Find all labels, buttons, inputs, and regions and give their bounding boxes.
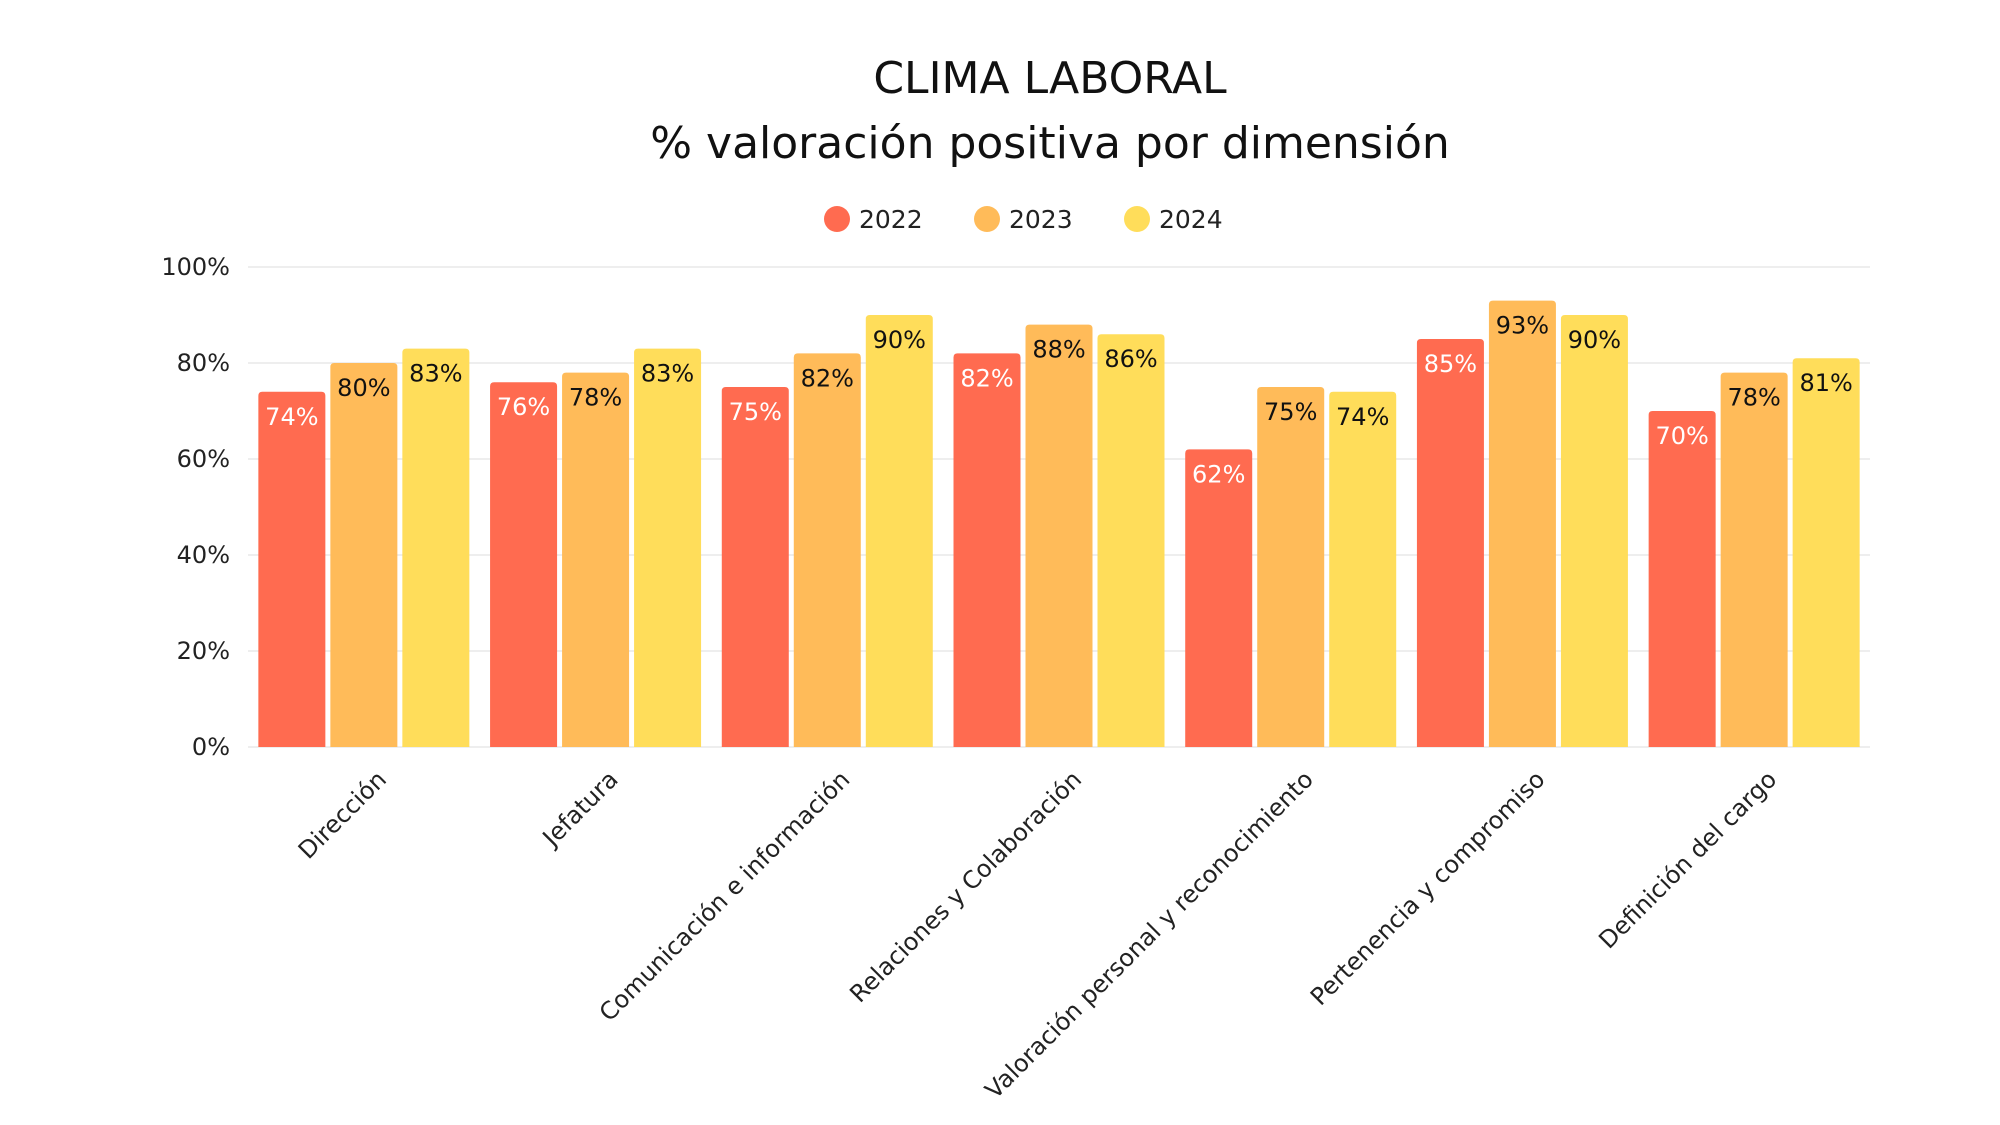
bar-2024-1 (634, 348, 702, 747)
bar-2024-6 (1792, 358, 1860, 747)
bar-2023-4 (1257, 387, 1325, 747)
data-label: 75% (1264, 398, 1317, 426)
bar-2023-6 (1720, 372, 1788, 747)
data-label: 86% (1104, 345, 1157, 373)
y-tick-label: 80% (177, 349, 230, 377)
y-tick-label: 100% (161, 253, 230, 281)
bars: 74% 80% 83% 76% 78% 83% 75% 82% 90% 82% 88% 86% 62% 7… (258, 300, 1860, 747)
bar-2022-2 (721, 387, 789, 747)
data-label: 74% (1336, 403, 1389, 431)
data-label: 62% (1192, 460, 1245, 488)
bar-2024-3 (1097, 334, 1165, 747)
bar-2023-1 (562, 372, 630, 747)
data-label: 93% (1496, 312, 1549, 340)
data-label: 83% (409, 360, 462, 388)
data-label: 70% (1655, 422, 1708, 450)
data-label: 82% (801, 364, 854, 392)
chart-title: CLIMA LABORAL (873, 53, 1227, 104)
y-tick-label: 40% (177, 541, 230, 569)
bar-2024-2 (865, 315, 933, 747)
legend-label: 2022 (859, 205, 923, 234)
bar-2023-2 (793, 353, 861, 747)
data-label: 81% (1799, 369, 1852, 397)
data-label: 83% (641, 360, 694, 388)
data-label: 78% (1727, 384, 1780, 412)
bar-2024-0 (402, 348, 470, 747)
x-category-label: Comunicación e información (594, 765, 856, 1027)
bar-2022-3 (953, 353, 1021, 747)
bar-2024-4 (1329, 391, 1397, 747)
data-label: 80% (337, 374, 390, 402)
y-axis: 0% 20% 40% 60% 80% 100% (161, 253, 230, 761)
data-label: 82% (960, 364, 1013, 392)
data-label: 78% (569, 384, 622, 412)
bar-2022-4 (1185, 449, 1253, 747)
bar-2022-5 (1416, 339, 1484, 747)
legend-swatch-2024 (1124, 206, 1150, 232)
legend-label: 2024 (1159, 205, 1223, 234)
y-tick-label: 20% (177, 637, 230, 665)
x-category-label: Pertenencia y compromiso (1305, 765, 1551, 1011)
x-category-label: Definición del cargo (1593, 765, 1782, 954)
data-label: 76% (497, 393, 550, 421)
legend-label: 2023 (1009, 205, 1073, 234)
data-label: 75% (729, 398, 782, 426)
legend: 2022 2023 2024 (824, 205, 1223, 234)
y-tick-label: 60% (177, 445, 230, 473)
y-tick-label: 0% (192, 733, 230, 761)
bar-2022-1 (490, 382, 558, 747)
legend-swatch-2022 (824, 206, 850, 232)
data-label: 74% (265, 403, 318, 431)
bar-2023-5 (1488, 300, 1556, 747)
data-label: 90% (873, 326, 926, 354)
x-category-label: Jefatura (536, 765, 624, 853)
x-category-label: Relaciones y Colaboración (844, 765, 1087, 1008)
bar-2023-0 (330, 363, 398, 747)
bar-2024-5 (1560, 315, 1628, 747)
x-category-label: Dirección (293, 765, 392, 864)
data-label: 85% (1424, 350, 1477, 378)
bar-2023-3 (1025, 324, 1093, 747)
bar-2022-6 (1648, 411, 1716, 747)
legend-swatch-2023 (974, 206, 1000, 232)
chart-subtitle: % valoración positiva por dimensión (650, 118, 1450, 169)
data-label: 88% (1032, 336, 1085, 364)
data-label: 90% (1568, 326, 1621, 354)
bar-2022-0 (258, 391, 326, 747)
